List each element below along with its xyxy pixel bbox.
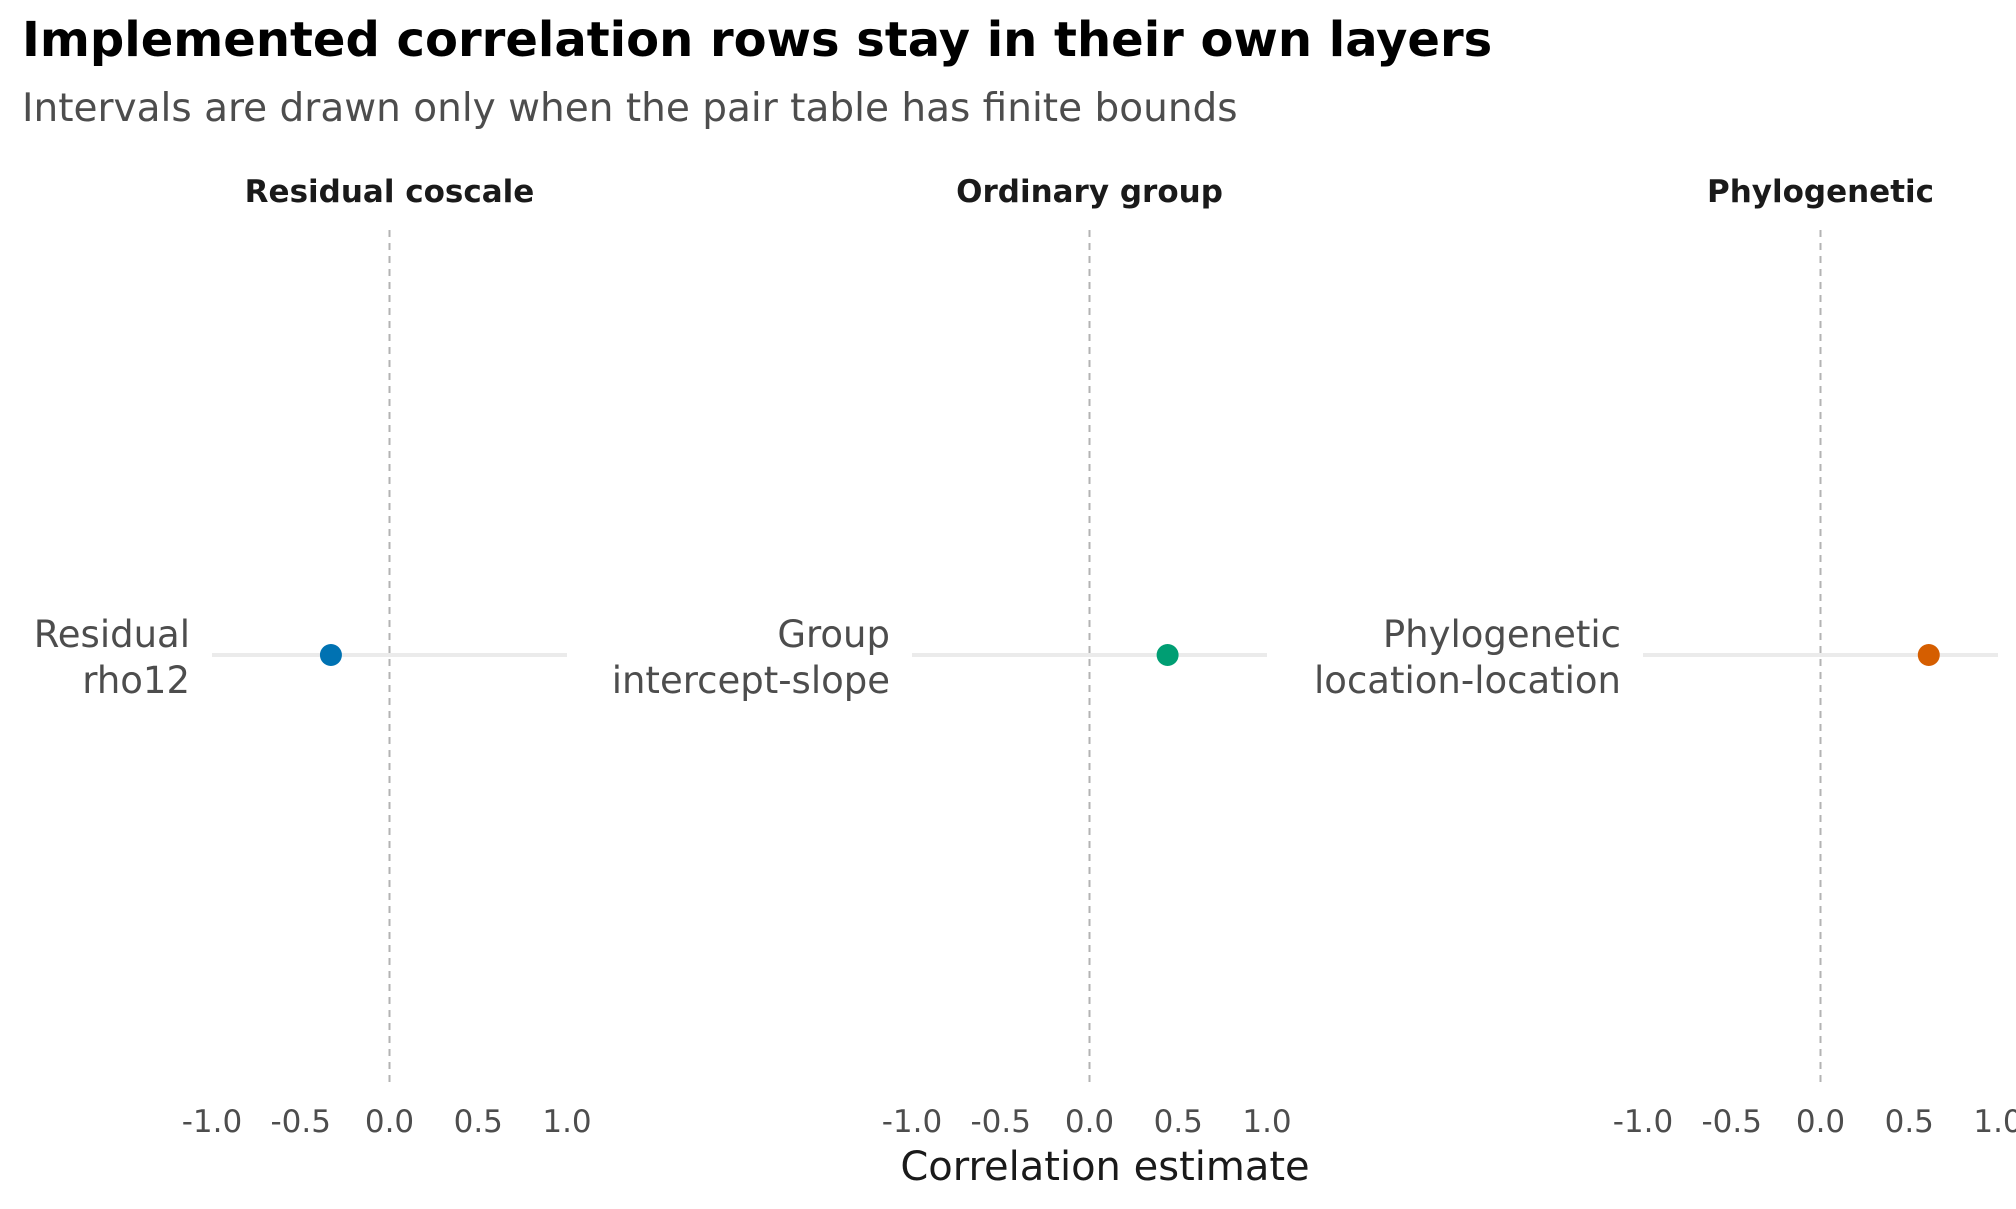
row-label-line: intercept-slope: [612, 659, 890, 702]
x-tick-label: -0.5: [1702, 1104, 1763, 1140]
x-axis-title: Correlation estimate: [900, 1144, 1309, 1190]
chart-title: Implemented correlation rows stay in the…: [22, 12, 1493, 68]
row-label-line: location-location: [1314, 659, 1621, 702]
row-label-line: rho12: [82, 659, 190, 702]
x-tick-label: 0.5: [1885, 1104, 1934, 1140]
x-tick-label: 1.0: [1242, 1104, 1291, 1140]
chart-subtitle: Intervals are drawn only when the pair t…: [22, 86, 1238, 131]
x-tick-label: -0.5: [971, 1104, 1032, 1140]
x-tick-label: 0.0: [365, 1104, 414, 1140]
row-label-line: Phylogenetic: [1383, 613, 1621, 656]
facet-title: Residual coscale: [245, 174, 535, 210]
facet-panel: PhylogeneticPhylogeneticlocation-locatio…: [1314, 174, 2016, 1140]
estimate-point: [1156, 644, 1179, 666]
estimate-point: [319, 644, 342, 666]
x-tick-label: 1.0: [1973, 1104, 2016, 1140]
x-tick-label: -1.0: [882, 1104, 943, 1140]
x-tick-label: -1.0: [1613, 1104, 1674, 1140]
row-label-line: Residual: [34, 613, 190, 656]
x-tick-label: -1.0: [182, 1104, 243, 1140]
facet-title: Phylogenetic: [1707, 174, 1934, 210]
facet-title: Ordinary group: [956, 174, 1223, 210]
x-tick-label: 0.5: [454, 1104, 503, 1140]
x-tick-label: 0.0: [1796, 1104, 1845, 1140]
row-label-line: Group: [777, 613, 890, 656]
x-tick-label: -0.5: [271, 1104, 332, 1140]
x-tick-label: 1.0: [542, 1104, 591, 1140]
x-tick-label: 0.5: [1154, 1104, 1203, 1140]
estimate-point: [1917, 644, 1940, 666]
x-tick-label: 0.0: [1065, 1104, 1114, 1140]
